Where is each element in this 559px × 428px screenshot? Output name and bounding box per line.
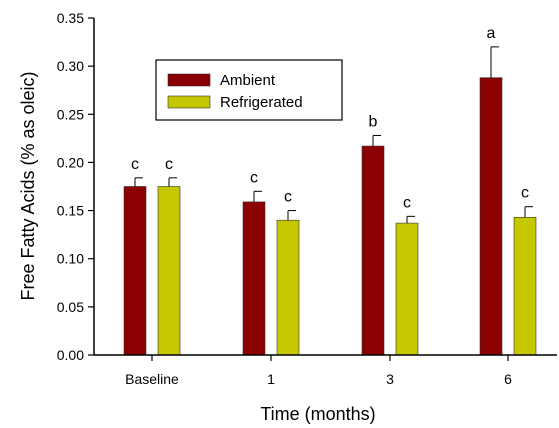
y-tick-label: 0.10 [57,251,84,267]
y-axis-title: Free Fatty Acids (% as oleic) [18,71,38,300]
bar [123,186,147,356]
significance-label: c [131,156,139,173]
bar [513,217,537,356]
y-tick-label: 0.05 [57,299,84,315]
y-tick-label: 0.30 [57,58,84,74]
significance-label: a [487,25,496,42]
y-tick-label: 0.15 [57,203,84,219]
bar [395,222,419,356]
significance-label: c [403,194,411,211]
bars-layer: c c c c b c a c [123,25,537,356]
legend-box [155,59,343,121]
significance-label: c [165,156,173,173]
bar [361,145,385,356]
significance-label: c [284,189,292,206]
legend-swatch [167,73,211,87]
significance-label: b [369,113,378,130]
x-tick-label: 3 [386,371,394,387]
y-tick-label: 0.25 [57,106,84,122]
bar [242,201,266,356]
x-tick-label: 6 [504,371,512,387]
x-axis-title: Time (months) [260,404,375,424]
significance-label: c [250,169,258,186]
axes-layer: 0.00 0.05 0.10 0.15 0.20 0.25 0.30 0.35 Baseline… [57,10,557,387]
legend: Ambient Refrigerated [155,59,343,121]
legend-label: Refrigerated [220,94,303,111]
bar [157,186,181,356]
bar [479,77,503,356]
x-tick-label: 1 [267,371,275,387]
legend-swatch [167,95,211,109]
bar [276,219,300,356]
y-tick-label: 0.35 [57,10,84,26]
significance-label: c [521,185,529,202]
y-tick-label: 0.20 [57,154,84,170]
x-tick-label: Baseline [125,371,179,387]
y-tick-label: 0.00 [57,347,84,363]
legend-label: Ambient [220,72,276,89]
